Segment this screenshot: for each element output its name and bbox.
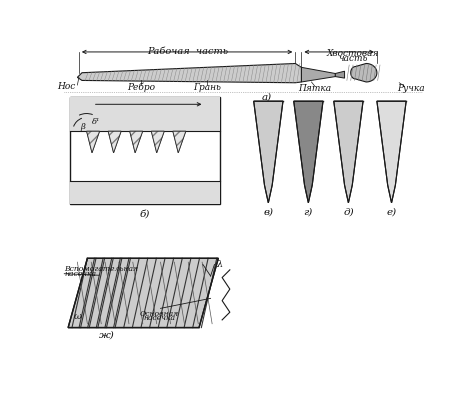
Bar bbox=[70, 181, 220, 205]
Text: е): е) bbox=[386, 207, 397, 217]
Text: ω: ω bbox=[73, 312, 82, 321]
Text: Основная: Основная bbox=[139, 310, 179, 318]
Bar bbox=[70, 97, 220, 205]
Polygon shape bbox=[130, 131, 143, 153]
Polygon shape bbox=[87, 131, 100, 153]
Text: Рабочая  часть: Рабочая часть bbox=[147, 47, 228, 56]
Polygon shape bbox=[130, 131, 143, 153]
Polygon shape bbox=[377, 101, 406, 203]
Text: в): в) bbox=[264, 207, 273, 217]
Bar bbox=[70, 97, 220, 131]
Polygon shape bbox=[351, 63, 377, 82]
Text: а): а) bbox=[262, 92, 272, 101]
Text: Ребро: Ребро bbox=[128, 83, 155, 92]
Text: г): г) bbox=[304, 207, 313, 217]
Polygon shape bbox=[151, 131, 164, 153]
Text: ж): ж) bbox=[99, 331, 115, 340]
Text: Ручка: Ручка bbox=[397, 84, 425, 93]
Text: Пятка: Пятка bbox=[298, 84, 331, 93]
Text: β: β bbox=[80, 123, 85, 131]
Text: Хвостовая: Хвостовая bbox=[327, 49, 379, 58]
Polygon shape bbox=[87, 131, 100, 153]
Text: насечка: насечка bbox=[143, 314, 175, 323]
Polygon shape bbox=[108, 131, 121, 153]
Polygon shape bbox=[301, 67, 335, 82]
Polygon shape bbox=[334, 101, 363, 203]
Polygon shape bbox=[68, 258, 219, 328]
Text: насечка: насечка bbox=[64, 270, 96, 278]
Polygon shape bbox=[173, 131, 186, 153]
Polygon shape bbox=[294, 101, 323, 203]
Polygon shape bbox=[151, 131, 164, 153]
Polygon shape bbox=[108, 131, 121, 153]
Text: Вспомогательная: Вспомогательная bbox=[64, 265, 138, 273]
Polygon shape bbox=[173, 131, 186, 153]
Text: Грань: Грань bbox=[193, 83, 221, 92]
Polygon shape bbox=[254, 101, 283, 203]
Text: д): д) bbox=[343, 207, 354, 217]
Text: б): б) bbox=[139, 209, 150, 218]
Polygon shape bbox=[77, 63, 301, 83]
Text: δ¹: δ¹ bbox=[91, 118, 100, 126]
Polygon shape bbox=[335, 71, 345, 78]
Text: λ: λ bbox=[217, 260, 223, 269]
Text: Нос: Нос bbox=[57, 82, 76, 91]
Text: часть: часть bbox=[338, 54, 368, 63]
Polygon shape bbox=[294, 101, 323, 203]
